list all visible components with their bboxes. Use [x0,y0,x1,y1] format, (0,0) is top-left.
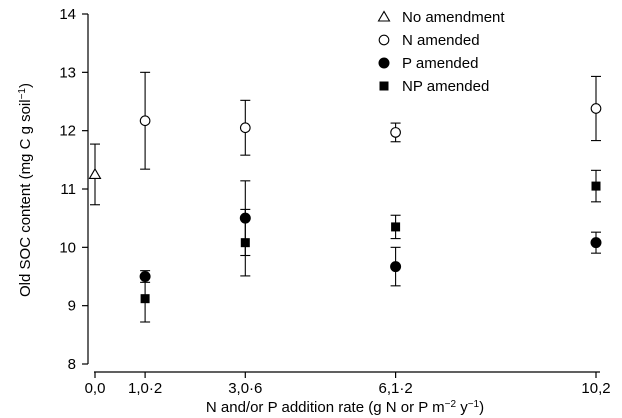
legend-label: N amended [402,32,480,49]
legend-marker [379,81,389,91]
legend: No amendment N amended P amended NP amended [377,9,505,95]
y-tick-label: 9 [68,298,76,315]
x-axis-label: N and/or P addition rate (g N or P m−2 y… [206,399,484,417]
data-points [88,71,602,323]
y-axis-ticks: 8 9 10 11 12 13 14 [59,6,88,373]
legend-label: P amended [402,55,478,72]
x-tick-label: 0,0 [85,380,106,397]
x-axis-label-sup1: −2 [445,399,457,410]
data-point [88,167,102,179]
data-point [590,237,602,249]
data-point [391,222,401,232]
legend-marker [377,10,391,22]
legend-marker [378,34,390,46]
y-axis-label-sup: −1 [17,88,28,100]
y-tick-label: 12 [59,123,76,140]
x-axis-label-sup2: −1 [468,399,480,410]
y-tick-label: 14 [59,6,76,23]
data-point [590,103,602,114]
data-point [240,238,250,248]
y-tick-label: 8 [68,356,76,373]
legend-marker [378,57,390,69]
x-tick-label: 10,2 [581,380,610,397]
x-tick-label: 3,0·6 [228,380,262,397]
x-tick-label: 6,1·2 [378,380,412,397]
data-point [390,261,402,273]
y-tick-label: 13 [59,64,76,81]
legend-label: NP amended [402,78,489,95]
y-axis-label: Old SOC content (mg C g soil−1) [17,83,35,297]
x-axis-ticks: 0,0 1,0·2 3,0·6 6,1·2 10,2 [85,372,611,397]
y-tick-label: 10 [59,239,76,256]
x-tick-label: 1,0·2 [128,380,162,397]
y-tick-label: 11 [60,181,76,198]
data-point [591,181,601,191]
data-point [139,115,151,127]
legend-label: No amendment [402,9,505,26]
data-point [140,294,150,304]
data-point [390,127,401,138]
data-point [239,122,251,134]
